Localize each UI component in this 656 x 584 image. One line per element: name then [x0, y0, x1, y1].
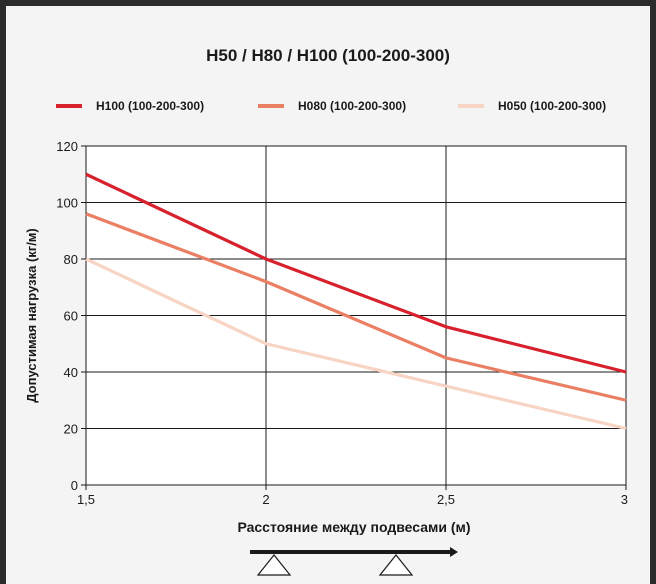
legend-swatch-h080: [258, 104, 284, 108]
y-tick-label: 40: [64, 365, 78, 380]
y-tick-label: 120: [56, 139, 78, 154]
y-axis-label: Допустимая нагрузка (кг/м): [24, 228, 39, 403]
x-tick-label: 3: [621, 492, 628, 507]
series-line-0: [85, 172, 627, 374]
legend-label-h050: H050 (100-200-300): [498, 99, 607, 113]
y-tick-label: 60: [64, 309, 78, 324]
y-tick-label: 100: [56, 196, 78, 211]
legend-item-h050: H050 (100-200-300): [458, 96, 606, 116]
series-line-2: [85, 257, 627, 431]
plot-area: 0 20 40 60 80 100 120 1,5 2 2,5 3 Допустимая нагру…: [24, 139, 628, 576]
legend-item-h080: H080 (100-200-300): [258, 96, 406, 116]
y-tick-label: 80: [64, 252, 78, 267]
legend-label-h100: H100 (100-200-300): [96, 99, 205, 113]
grid-layer: [85, 145, 627, 486]
legend-label-h080: H080 (100-200-300): [298, 99, 407, 113]
y-tick-label: 20: [64, 422, 78, 437]
x-axis-label: Расстояние между подвесами (м): [237, 519, 470, 535]
x-tick-label: 2,5: [437, 492, 455, 507]
legend-swatch-h050: [458, 104, 484, 108]
legend: H100 (100-200-300) H080 (100-200-300) H0…: [6, 96, 650, 116]
legend-item-h100: H100 (100-200-300): [56, 96, 204, 116]
x-tick-label: 1,5: [77, 492, 95, 507]
series-line-1: [85, 212, 627, 402]
y-tick-label: 0: [71, 478, 78, 493]
series-layer: [85, 172, 627, 431]
legend-swatch-h100: [56, 104, 82, 108]
axis-layer: 0 20 40 60 80 100 120 1,5 2 2,5 3: [56, 139, 628, 507]
beam-supports-icon: [250, 547, 458, 576]
x-tick-label: 2: [262, 492, 269, 507]
chart-title: H50 / H80 / H100 (100-200-300): [206, 46, 450, 65]
